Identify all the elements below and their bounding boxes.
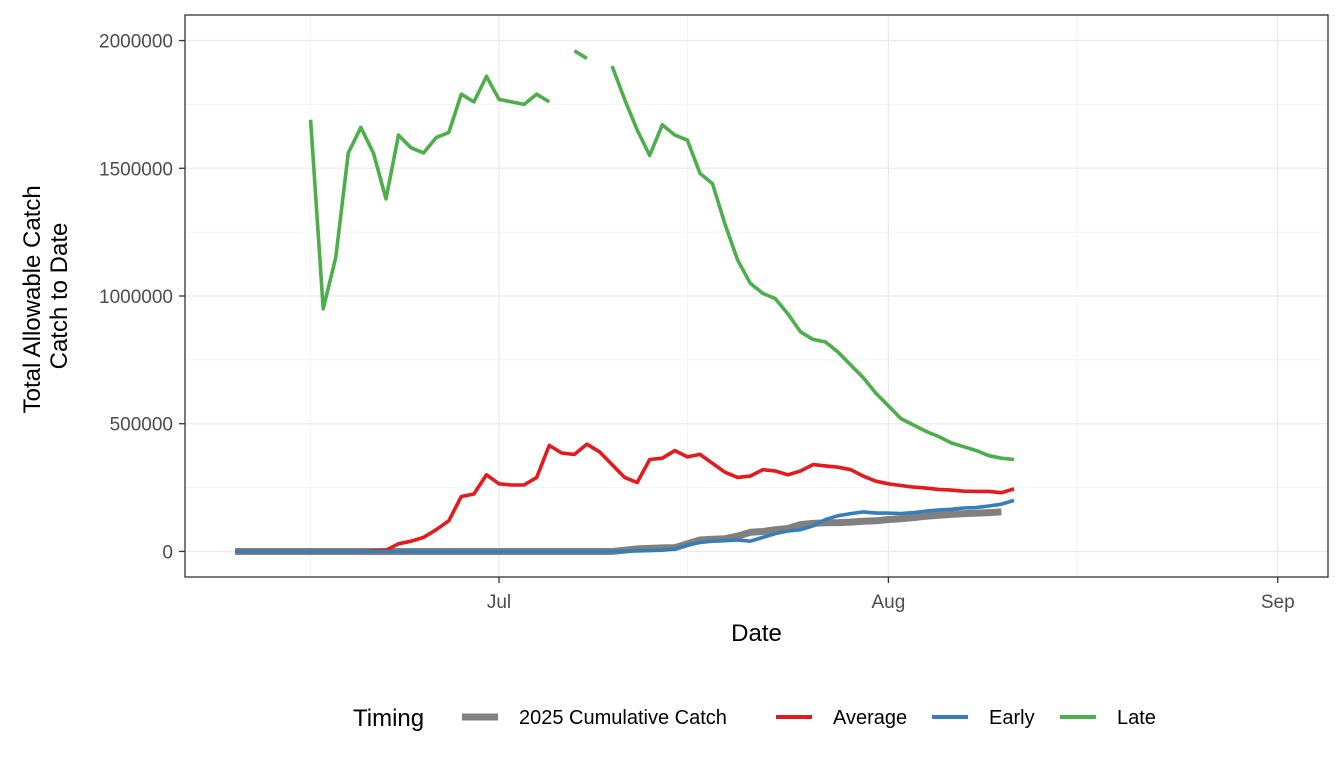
x-tick-label: Sep [1261, 592, 1295, 613]
series-line-late [308, 74, 551, 311]
series-line-late [573, 49, 588, 60]
y-tick-label: 2000000 [99, 32, 173, 53]
y-tick-label: 500000 [110, 415, 173, 436]
legend-label-average: Average [833, 707, 907, 729]
legend-label-late: Late [1117, 707, 1156, 729]
series-line-average [235, 442, 1015, 554]
legend: Timing 2025 Cumulative Catch Average Early… [353, 705, 1156, 732]
y-axis-title-line-1: Total Allowable Catch [19, 185, 46, 413]
legend-label-early: Early [989, 707, 1035, 729]
y-axis: 0 500000 1000000 1500000 2000000 [99, 32, 185, 563]
y-axis-title-line-2: Catch to Date [46, 223, 73, 370]
series-line-early [235, 498, 1015, 554]
y-tick-label: 1500000 [99, 159, 173, 180]
legend-label-2025-cumulative-catch: 2025 Cumulative Catch [519, 707, 727, 729]
series-line-late [610, 65, 1015, 462]
legend-title: Timing [353, 705, 424, 732]
y-axis-title: Total Allowable Catch Catch to Date [19, 179, 73, 414]
y-tick-label: 1000000 [99, 287, 173, 308]
series-lines [235, 49, 1015, 555]
x-tick-label: Aug [871, 592, 905, 613]
y-tick-label: 0 [162, 542, 173, 563]
x-tick-label: Jul [487, 592, 511, 613]
x-axis: Jul Aug Sep [487, 577, 1295, 613]
x-axis-title: Date [731, 620, 782, 647]
